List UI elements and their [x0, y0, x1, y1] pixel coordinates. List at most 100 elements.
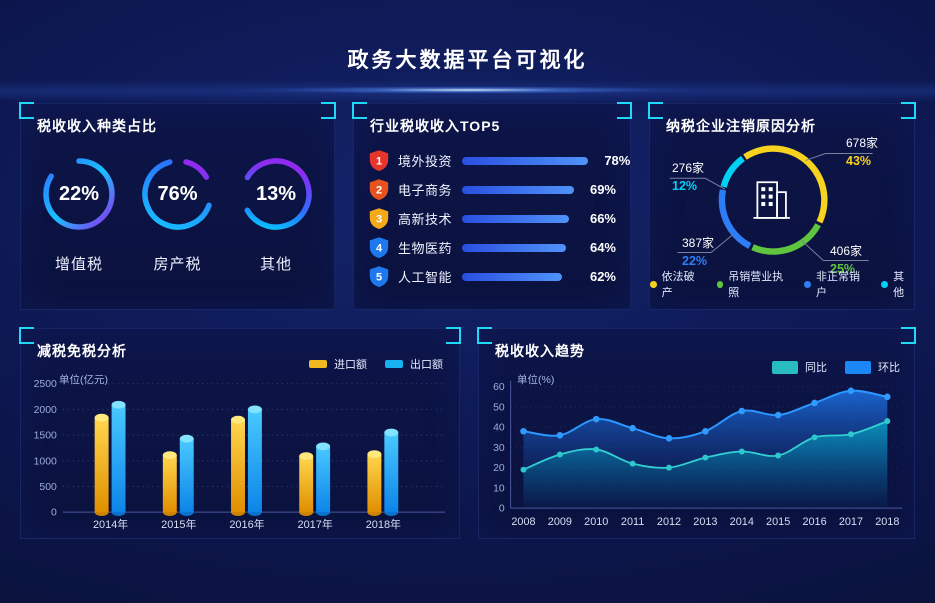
- donut-callout: 678家 43%: [846, 136, 879, 168]
- dashboard-grid: 税收收入种类占比 22% 增值税: [0, 102, 935, 539]
- donut-callout: 406家 25%: [830, 244, 863, 276]
- ring-gauge-vat: 22% 增值税: [37, 152, 121, 274]
- legend-item[interactable]: 其他: [881, 268, 914, 300]
- unit-label: 单位(%): [517, 374, 555, 386]
- legend-dot: [650, 280, 657, 288]
- svg-text:2017: 2017: [839, 516, 863, 528]
- revenue-trend-area-chart[interactable]: 0 10 20 30 40 50 60 2008 2009 2010 2011 2012 2013 201…: [479, 329, 914, 538]
- ring-percent: 13%: [255, 182, 297, 205]
- industry-label: 电子商务: [398, 183, 453, 198]
- svg-text:3: 3: [376, 214, 382, 226]
- cancellation-donut-chart[interactable]: [650, 104, 914, 309]
- legend-dot: [716, 280, 724, 288]
- rank-shield-icon: 4: [369, 237, 389, 258]
- panel-industry-top5: 行业税收收入TOP5 1 境外投资 78% 2 电子商务: [352, 102, 632, 310]
- legend-swatch: [845, 360, 871, 374]
- svg-text:2009: 2009: [548, 516, 572, 528]
- legend-item[interactable]: 环比: [845, 359, 900, 375]
- svg-text:30: 30: [493, 443, 505, 454]
- page-title: 政务大数据平台可视化: [347, 49, 588, 72]
- svg-text:0: 0: [499, 504, 505, 515]
- ring-percent: 22%: [58, 182, 100, 205]
- area-chart-legend: 同比 环比: [772, 359, 900, 375]
- svg-text:10: 10: [493, 483, 505, 494]
- panel-revenue-trend: 税收收入趋势 单位(%) 同比 环比 0 10 20 30 40 50 60 2008 2009…: [477, 327, 916, 539]
- top5-row: 3 高新技术 66%: [368, 204, 616, 233]
- bar-fill: [462, 272, 563, 281]
- industry-label: 境外投资: [398, 154, 453, 169]
- industry-label: 高新技术: [398, 212, 453, 227]
- rank-shield-icon: 1: [369, 150, 389, 171]
- unit-label: 单位(亿元): [59, 374, 108, 386]
- svg-text:1: 1: [376, 156, 382, 168]
- bar-value: 62%: [589, 269, 616, 284]
- bar-track: [462, 272, 574, 281]
- svg-text:2014: 2014: [730, 516, 754, 528]
- legend-item[interactable]: 吊销营业执照: [716, 268, 792, 300]
- donut-callout: 276家 12%: [672, 161, 705, 193]
- svg-text:2017年: 2017年: [298, 517, 333, 531]
- svg-text:2011: 2011: [621, 516, 644, 528]
- svg-text:2016年: 2016年: [229, 517, 264, 531]
- ring-gauge-property-tax: 76% 房产税: [136, 152, 220, 274]
- bar-fill: [462, 243, 566, 252]
- bar-value: 69%: [589, 182, 616, 197]
- svg-text:2015年: 2015年: [161, 517, 196, 531]
- svg-text:2016: 2016: [802, 516, 826, 528]
- ring-label: 房产税: [153, 256, 202, 273]
- industry-label: 人工智能: [398, 270, 453, 285]
- bar-value: 78%: [604, 153, 631, 168]
- bar-track: [462, 185, 574, 194]
- legend-item[interactable]: 依法破产: [650, 268, 704, 300]
- legend-item[interactable]: 进口额: [309, 356, 367, 372]
- svg-text:4: 4: [376, 243, 383, 255]
- svg-text:2000: 2000: [34, 405, 57, 416]
- svg-text:2012: 2012: [657, 516, 681, 528]
- legend-item[interactable]: 出口额: [385, 356, 443, 372]
- svg-text:2013: 2013: [693, 516, 717, 528]
- building-icon: [753, 181, 790, 219]
- import-export-bar-chart[interactable]: 0 500 1000 1500 2000 2500 2014年 2015年 2016年 2017年…: [21, 329, 459, 538]
- panel-tax-reduction: 减税免税分析 单位(亿元) 进口额 出口额 0 500 1000 1500 2000 25…: [19, 327, 461, 539]
- ring-percent: 76%: [157, 182, 198, 205]
- rank-shield-icon: 5: [369, 266, 389, 287]
- bar-fill: [462, 156, 589, 165]
- legend-item[interactable]: 非正常销户: [804, 268, 868, 300]
- svg-text:2008: 2008: [511, 516, 535, 528]
- bar-chart-legend: 进口额 出口额: [309, 356, 443, 372]
- svg-text:60: 60: [493, 382, 505, 393]
- svg-text:50: 50: [493, 402, 505, 413]
- svg-text:2018: 2018: [875, 516, 899, 528]
- top5-row: 5 人工智能 62%: [368, 262, 616, 291]
- bar-track: [462, 214, 574, 223]
- bar-track: [462, 156, 589, 165]
- panel-title: 税收收入种类占比: [37, 118, 157, 134]
- svg-text:500: 500: [39, 482, 57, 493]
- top5-row: 2 电子商务 69%: [368, 175, 616, 204]
- svg-text:20: 20: [493, 463, 505, 474]
- svg-text:40: 40: [493, 423, 505, 434]
- svg-text:2018年: 2018年: [366, 517, 401, 531]
- svg-text:1000: 1000: [34, 456, 57, 467]
- legend-item[interactable]: 同比: [772, 359, 827, 375]
- legend-dot: [804, 280, 811, 288]
- panel-title: 纳税企业注销原因分析: [666, 118, 816, 134]
- bar-fill: [462, 185, 574, 194]
- bar-track: [462, 243, 574, 252]
- callout-leader-lines: [669, 153, 873, 261]
- industry-label: 生物医药: [398, 241, 453, 256]
- panel-title: 行业税收收入TOP5: [370, 118, 501, 134]
- ring-gauge-other: 13% 其他: [234, 152, 318, 274]
- svg-text:0: 0: [51, 508, 57, 519]
- svg-text:5: 5: [376, 272, 382, 284]
- ring-gauge-arc: [141, 158, 214, 230]
- donut-callout: 387家 22%: [682, 236, 715, 268]
- bar-value: 66%: [589, 211, 616, 226]
- legend-swatch: [772, 360, 798, 374]
- top5-list: 1 境外投资 78% 2 电子商务 69%: [354, 146, 630, 291]
- ring-gauges: 22% 增值税 76% 房产: [21, 152, 334, 274]
- svg-text:2010: 2010: [584, 516, 608, 528]
- panel-tax-type-share: 税收收入种类占比 22% 增值税: [19, 102, 336, 310]
- page-header: 政务大数据平台可视化: [0, 0, 935, 103]
- panel-title: 税收收入趋势: [495, 343, 585, 359]
